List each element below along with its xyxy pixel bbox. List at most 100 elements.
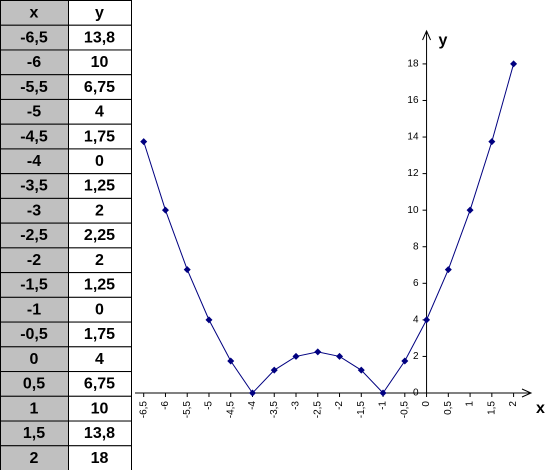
- x-tick-label: -2: [334, 401, 345, 410]
- cell-text: -0,5: [20, 326, 48, 343]
- line: [143, 63, 515, 394]
- table-cell: [0, 321, 69, 348]
- y-tick-label: 2: [413, 351, 419, 362]
- x-tick-label: 1: [465, 401, 476, 407]
- cell-text: -4: [27, 153, 41, 170]
- y-tick-label: 4: [413, 315, 419, 326]
- table-cell: [0, 222, 69, 249]
- y-tick-label: 12: [407, 168, 419, 179]
- cell-text: 0,5: [23, 376, 45, 393]
- cell-text: 0: [30, 351, 39, 368]
- table-cell: [68, 173, 132, 199]
- marker: [161, 206, 169, 214]
- cell-text: 1,25: [84, 277, 115, 294]
- table-cell: [0, 346, 69, 373]
- table-cell: [0, 272, 69, 298]
- marker: [510, 60, 518, 68]
- cell-text: 1,75: [84, 326, 115, 343]
- cell-text: 10: [91, 400, 109, 417]
- marker: [466, 206, 474, 214]
- cell-text: -2,5: [20, 227, 48, 244]
- table-cell: [68, 98, 132, 125]
- marker: [183, 266, 191, 274]
- table-cell: [68, 197, 132, 224]
- cell-text: 0: [95, 301, 104, 318]
- marker: [270, 366, 278, 374]
- x-tick-label: 2: [508, 401, 519, 407]
- table-cell: [68, 123, 132, 150]
- cell-text: -6,5: [20, 29, 48, 46]
- x-tick-label: -5: [204, 401, 215, 410]
- x-tick-label: -6: [160, 401, 171, 410]
- table-cell: [68, 148, 132, 175]
- y-tick-label: 14: [407, 132, 419, 143]
- marker: [444, 266, 452, 274]
- x-tick-label: -2,5: [312, 401, 323, 419]
- marker: [227, 357, 235, 365]
- x-tick-label: -1,5: [356, 401, 367, 419]
- table-cell: [68, 445, 132, 470]
- marker: [314, 348, 322, 356]
- cell-text: 4: [95, 351, 104, 368]
- x-tick-label: 0: [421, 401, 432, 407]
- cell-text: 0: [95, 153, 104, 170]
- table-cell: [68, 24, 132, 51]
- marker: [336, 352, 344, 360]
- cell-text: 1,25: [84, 178, 115, 195]
- y-tick-label: 6: [413, 278, 419, 289]
- table-cell: [68, 74, 132, 100]
- table-cell: [0, 0, 69, 26]
- cell-text: 2: [95, 202, 104, 219]
- cell-text: 4: [95, 104, 104, 121]
- x-tick-label: -3: [291, 401, 302, 410]
- table-cell: [68, 296, 132, 323]
- table-cell: [68, 0, 132, 26]
- table-cell: [0, 445, 69, 470]
- x-tick-label: -3,5: [269, 401, 280, 419]
- cell-text: 1,75: [84, 128, 115, 145]
- y-tick-label: 0: [413, 388, 419, 399]
- cell-text: 2,25: [84, 227, 115, 244]
- cell-text: -5: [27, 104, 41, 121]
- cell-text: -6: [27, 54, 41, 71]
- marker: [357, 366, 365, 374]
- marker: [248, 389, 256, 397]
- table-cell: [0, 247, 69, 274]
- table-cell: [68, 49, 132, 76]
- table-cell: [0, 371, 69, 397]
- table-cell: [68, 346, 132, 373]
- y-tick-label: 18: [407, 59, 419, 70]
- marker: [401, 357, 409, 365]
- marker: [292, 352, 300, 360]
- cell-text: -4,5: [20, 128, 48, 145]
- cell-text: -1,5: [20, 277, 48, 294]
- cell-text: -3: [27, 202, 41, 219]
- x-tick-label: -6,5: [138, 401, 149, 419]
- cell-text: 2: [95, 252, 104, 269]
- cell-text: y: [95, 5, 104, 22]
- y-tick-label: 16: [407, 95, 419, 106]
- cell-text: -2: [27, 252, 41, 269]
- table-cell: [68, 272, 132, 298]
- x-arrow: [521, 388, 533, 398]
- y-axis-label: y: [439, 32, 448, 49]
- y-arrow: [422, 29, 432, 41]
- cell-text: 1: [30, 400, 39, 417]
- table-cell: [68, 247, 132, 274]
- marker: [488, 138, 496, 146]
- cell-text: 13,8: [84, 425, 115, 442]
- marker: [379, 389, 387, 397]
- x-tick-label: -5,5: [182, 401, 193, 419]
- x-tick-label: 0,5: [443, 401, 454, 415]
- table-cell: [68, 222, 132, 249]
- cell-text: 13,8: [84, 29, 115, 46]
- x-tick-label: -1: [378, 401, 389, 410]
- cell-text: -1: [27, 301, 41, 318]
- x-axis-label: x: [536, 400, 545, 417]
- cell-text: -3,5: [20, 178, 48, 195]
- cell-text: 6,75: [84, 376, 115, 393]
- table-cell: [68, 420, 132, 447]
- x-tick-label: 1,5: [486, 401, 497, 415]
- table-cell: [68, 321, 132, 348]
